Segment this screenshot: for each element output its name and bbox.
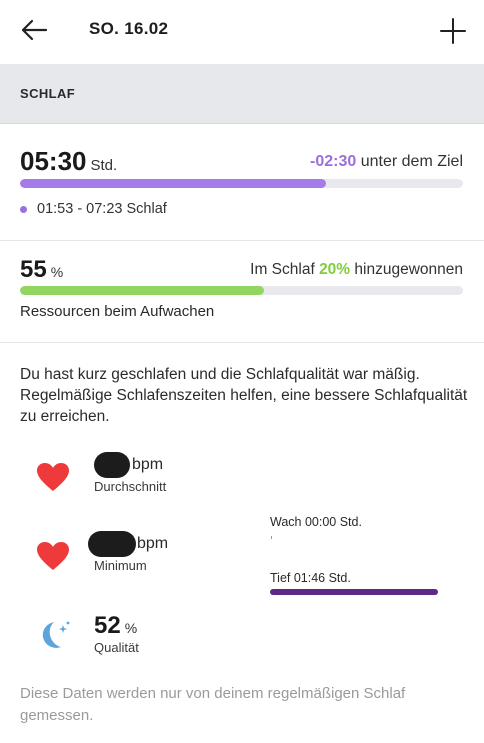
sleep-duration-value: 05:30 Std. [20,146,117,177]
quality-label: Qualität [94,640,139,655]
avg-hr-value-row: bpm [94,452,254,478]
phase-awake-marker [271,536,272,539]
goal-delta-text: -02:30 unter dem Ziel [310,153,463,171]
resources-number: 55 [20,256,47,283]
min-hr-value-row: bpm [88,531,248,557]
phase-deep-bar [270,589,438,595]
resources-card[interactable]: 55% Im Schlaf 20% hinzugewonnen Ressourc… [0,241,484,343]
resources-label: Ressourcen beim Aufwachen [20,303,215,320]
quality-value-row: 52% [94,612,139,640]
arrow-left-icon [21,19,48,41]
avg-heart-rate-text: bpm Durchschnitt [94,452,254,494]
add-button[interactable] [434,12,472,50]
sleep-quality: 52% Qualität [36,612,256,662]
quality-text: 52% Qualität [94,612,139,655]
back-button[interactable] [14,14,54,46]
phase-deep-label: Tief 01:46 Std. [270,571,351,585]
section-title: SCHLAF [20,86,76,101]
sleep-progress-track [20,179,463,188]
resources-unit: % [50,264,64,280]
avg-hr-label: Durchschnitt [94,479,167,494]
sleep-summary-text: Du hast kurz geschlafen und die Schlafqu… [20,366,468,425]
resources-value: 55% [20,256,63,284]
goal-delta-label: unter dem Ziel [360,153,463,170]
sleep-progress-fill [20,179,326,188]
avg-heart-rate: bpm Durchschnitt [36,452,256,502]
top-bar: SO. 16.02 [0,0,484,64]
heart-icon [37,542,69,570]
resources-gain-text: Im Schlaf 20% hinzugewonnen [250,261,463,279]
quality-number: 52 [94,612,121,639]
min-heart-rate-text: bpm Minimum [88,531,248,573]
heart-icon [37,463,69,491]
sleep-dot-icon [20,205,27,213]
min-heart-rate: bpm Minimum [36,531,256,581]
duration-number: 05:30 [20,146,87,176]
resources-progress-track [20,286,463,295]
avg-hr-unit: bpm [132,456,164,474]
redacted-value [94,452,130,478]
gain-prefix: Im Schlaf [250,261,315,278]
plus-icon [440,18,466,44]
gain-value: 20% [319,261,351,278]
min-hr-unit: bpm [137,535,169,553]
sleep-time-range-text: 01:53 - 07:23 Schlaf [37,201,167,217]
sleep-time-range: 01:53 - 07:23 Schlaf [20,201,167,217]
phase-awake-label: Wach 00:00 Std. [270,515,362,529]
redacted-value [88,531,136,557]
footer-note: Diese Daten werden nur von deinem regelm… [20,685,406,724]
moon-icon [42,621,70,648]
quality-unit: % [124,620,138,636]
goal-delta-value: -02:30 [310,153,357,170]
duration-unit: Std. [90,157,118,174]
sleep-duration-card[interactable]: 05:30 Std. -02:30 unter dem Ziel 01:53 - … [0,124,484,241]
section-header: SCHLAF [0,64,484,124]
page-title: SO. 16.02 [89,19,169,38]
resources-progress-fill [20,286,264,295]
min-hr-label: Minimum [94,558,147,573]
gain-suffix: hinzugewonnen [354,261,463,278]
